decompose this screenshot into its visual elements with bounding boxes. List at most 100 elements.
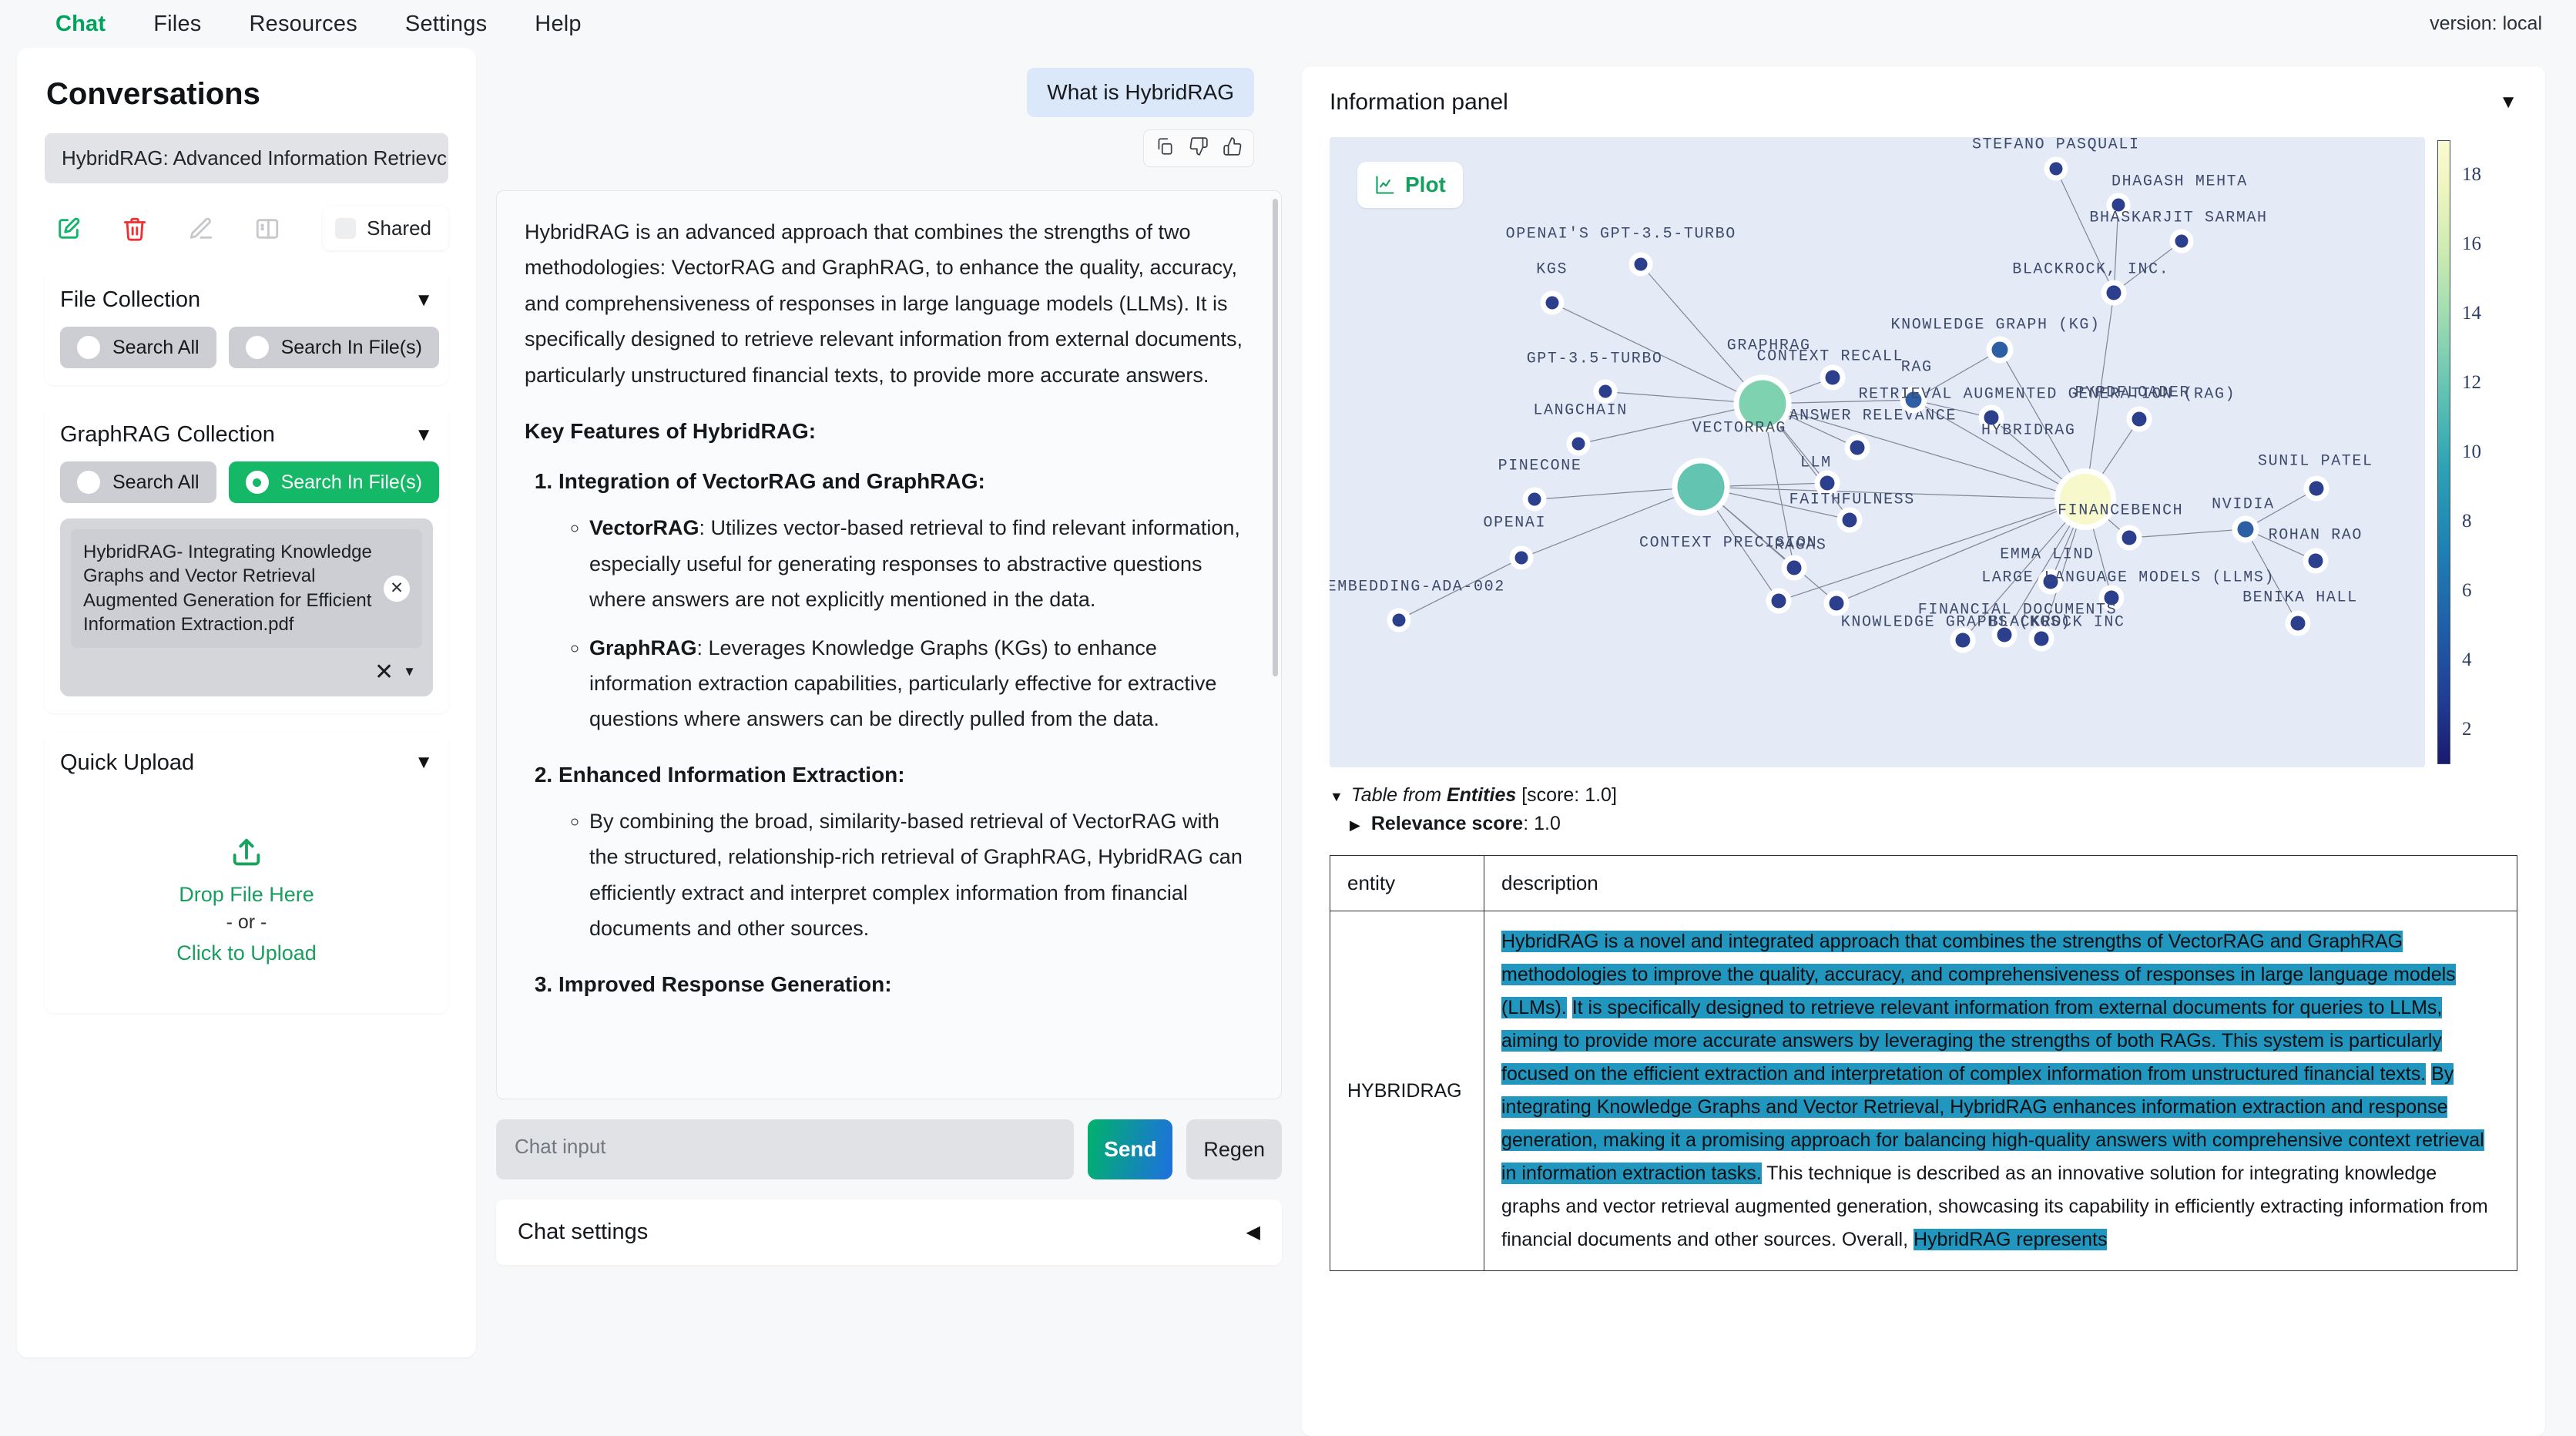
chat-input[interactable] [496, 1119, 1075, 1179]
chat-scrollbar[interactable] [1273, 199, 1278, 676]
colorbar-tick: 8 [2462, 511, 2472, 532]
graph-node[interactable] [2308, 553, 2323, 569]
chevron-down-icon[interactable]: ▼ [2499, 92, 2517, 112]
graph-node[interactable] [2106, 285, 2122, 300]
bullet-text: : Utilizes vector-based retrieval to fin… [589, 516, 1240, 612]
file-collection-search-in-files[interactable]: Search In File(s) [228, 327, 439, 368]
trash-icon[interactable] [119, 213, 151, 245]
graph-node[interactable] [1598, 384, 1612, 398]
graph-node[interactable] [1997, 627, 2012, 643]
graph-node[interactable] [2132, 411, 2147, 427]
graphrag-search-in-files[interactable]: Search In File(s) [228, 461, 439, 503]
chevron-down-icon[interactable]: ▼ [414, 752, 433, 773]
nav-items: Chat Files Resources Settings Help [54, 7, 583, 42]
graph-node[interactable] [1677, 463, 1725, 511]
shared-checkbox[interactable] [335, 218, 357, 239]
graph-node-label: FINANCEBENCH [2058, 502, 2184, 520]
conversation-list-item[interactable]: HybridRAG: Advanced Information Retrievc [45, 133, 448, 183]
graph-node[interactable] [2309, 481, 2324, 496]
graph-node-label: VECTORRAG [1692, 419, 1787, 438]
tab-files[interactable]: Files [153, 11, 202, 36]
graph-node[interactable] [1528, 492, 1541, 506]
graph-node[interactable] [2122, 530, 2137, 545]
graph-node[interactable] [2104, 590, 2119, 606]
copy-icon[interactable] [1155, 136, 1175, 160]
graph-node[interactable] [2237, 521, 2254, 538]
triangle-right-icon[interactable]: ▶ [1350, 817, 1360, 833]
chevron-left-icon[interactable]: ◀ [1246, 1221, 1260, 1243]
graph-edge [2245, 528, 2316, 562]
graph-node[interactable] [1514, 551, 1528, 565]
graph-edge [1836, 498, 2086, 604]
remove-file-icon[interactable]: ✕ [384, 575, 410, 602]
feature-title: Integration of VectorRAG and GraphRAG: [558, 469, 985, 494]
graph-node[interactable] [1786, 560, 1802, 575]
table-header-row: entity description [1330, 855, 2517, 911]
tab-settings[interactable]: Settings [404, 11, 488, 36]
file-collection-search-all[interactable]: Search All [60, 327, 216, 368]
file-dropzone[interactable]: Drop File Here - or - Click to Upload [60, 776, 433, 996]
shared-toggle[interactable]: Shared [323, 206, 448, 250]
knowledge-graph-plot[interactable]: Plot STEFANO PASQUALI DHAGASH MEHTA BHASKA… [1330, 137, 2425, 767]
chevron-down-icon[interactable]: ▼ [414, 289, 433, 310]
graph-node-label: NVIDIA [2212, 495, 2275, 514]
radio-icon [245, 336, 269, 359]
graph-node[interactable] [1829, 596, 1844, 610]
selected-file-chip[interactable]: HybridRAG- Integrating Knowledge Graphs … [71, 529, 422, 648]
graph-node[interactable] [2175, 234, 2189, 248]
regen-button[interactable]: Regen [1186, 1119, 1282, 1179]
triangle-down-icon[interactable]: ▼ [1330, 789, 1343, 804]
graph-node-label: KNOWLEDGE GRAPHS (KGS) [1840, 613, 2071, 632]
graph-node[interactable] [2290, 616, 2306, 631]
graph-node-label: EMMA LIND [2000, 545, 2095, 564]
graph-node[interactable] [2034, 631, 2049, 646]
graph-node[interactable] [1545, 296, 1559, 310]
graphrag-search-all[interactable]: Search All [60, 461, 216, 503]
graphrag-collection-header[interactable]: GraphRAG Collection ▼ [60, 422, 433, 448]
graph-node[interactable] [1955, 632, 1971, 648]
relevance-score-line[interactable]: ▶ Relevance score: 1.0 [1350, 813, 1561, 834]
table-from-entities-line[interactable]: ▼ Table from Entities [score: 1.0] [1330, 784, 2517, 807]
graph-node[interactable] [1825, 370, 1840, 385]
information-panel-header[interactable]: Information panel ▼ [1330, 89, 2517, 116]
graph-node[interactable] [1571, 437, 1585, 451]
graph-node[interactable] [1634, 257, 1648, 271]
graph-node-label: SUNIL PATEL [2257, 452, 2373, 471]
graph-edge [2055, 168, 2115, 294]
chevron-down-icon[interactable]: ▼ [403, 664, 416, 679]
colorbar: 18 16 14 12 10 8 6 4 2 [2425, 137, 2517, 767]
graph-node[interactable] [1850, 440, 1865, 455]
graph-node[interactable] [1905, 391, 1922, 408]
tab-help[interactable]: Help [535, 11, 582, 36]
clear-selection-icon[interactable]: ✕ [374, 659, 394, 685]
graph-node[interactable] [1739, 380, 1786, 428]
click-to-upload-link[interactable]: Click to Upload [176, 941, 317, 965]
graph-node[interactable] [1842, 512, 1857, 528]
graph-node[interactable] [2043, 574, 2058, 589]
graph-node[interactable] [1991, 341, 2008, 358]
graph-node[interactable] [1820, 475, 1835, 491]
graph-node[interactable] [2060, 474, 2111, 525]
graph-node[interactable] [2049, 162, 2063, 176]
tab-resources[interactable]: Resources [249, 11, 357, 36]
thumbs-up-icon[interactable] [1223, 136, 1243, 160]
new-chat-icon[interactable] [52, 213, 85, 245]
chevron-down-icon[interactable]: ▼ [414, 424, 433, 445]
file-collection-header[interactable]: File Collection ▼ [60, 287, 433, 313]
graph-node[interactable] [1771, 593, 1786, 609]
plot-button[interactable]: Plot [1357, 162, 1463, 208]
sidebar-toggle-icon[interactable] [251, 213, 283, 245]
graph-node-label: DHAGASH MEHTA [2111, 173, 2248, 191]
thumbs-down-icon[interactable] [1189, 136, 1209, 160]
tab-chat[interactable]: Chat [55, 11, 106, 36]
graph-node[interactable] [1984, 410, 1999, 425]
pencil-icon[interactable] [185, 213, 217, 245]
chat-settings-bar[interactable]: Chat settings ◀ [496, 1199, 1282, 1265]
graph-node[interactable] [2111, 198, 2125, 212]
quick-upload-header[interactable]: Quick Upload ▼ [60, 750, 433, 776]
send-button[interactable]: Send [1088, 1119, 1173, 1179]
graph-node[interactable] [1392, 613, 1406, 627]
file-select-controls: ✕ ▼ [71, 648, 422, 689]
bullet-text: : Leverages Knowledge Graphs (KGs) to en… [589, 636, 1217, 731]
colorbar-tick: 6 [2462, 580, 2472, 601]
